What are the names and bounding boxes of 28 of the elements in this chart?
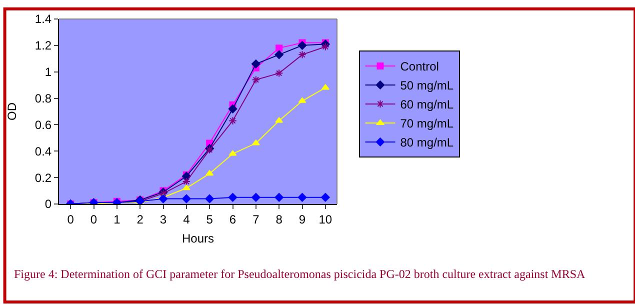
legend-label: 50 mg/mL [400, 78, 454, 93]
x-tick-label: 5 [206, 212, 214, 226]
y-tick-label: 1.2 [34, 38, 52, 53]
legend-label: 80 mg/mL [400, 136, 454, 150]
y-axis-title: OD [5, 102, 20, 120]
x-tick-label: 0 [67, 212, 74, 226]
x-axis-title: Hours [182, 231, 214, 246]
x-tick-label: 0 [90, 212, 98, 226]
legend-label: Control [400, 60, 439, 74]
y-tick-label: 0.4 [34, 144, 52, 158]
x-tick-label: 9 [298, 212, 306, 226]
y-tick-label: 0.6 [34, 118, 52, 132]
x-tick-label: 4 [183, 212, 190, 226]
y-tick-label: 0.2 [34, 170, 52, 185]
legend-label: 70 mg/mL [400, 116, 454, 131]
x-tick-label: 8 [276, 212, 283, 226]
x-tick-label: 10 [318, 212, 332, 226]
y-tick-label: 0.8 [34, 91, 52, 106]
legend-label: 60 mg/mL [400, 98, 454, 112]
y-tick-label: 1 [44, 65, 52, 80]
y-tick-label: 1.4 [34, 12, 52, 26]
y-tick-label: 0 [44, 197, 52, 212]
x-tick-label: 6 [229, 212, 236, 226]
caption: Figure 4: Determination of GCI parameter for Pseudoalteromonas piscicida PG-02 broth culture extract against MRSA [14, 267, 586, 281]
x-tick-label: 3 [160, 212, 167, 226]
x-tick-label: 1 [114, 212, 121, 226]
x-tick-label: 2 [136, 212, 144, 226]
x-tick-label: 7 [252, 212, 260, 226]
